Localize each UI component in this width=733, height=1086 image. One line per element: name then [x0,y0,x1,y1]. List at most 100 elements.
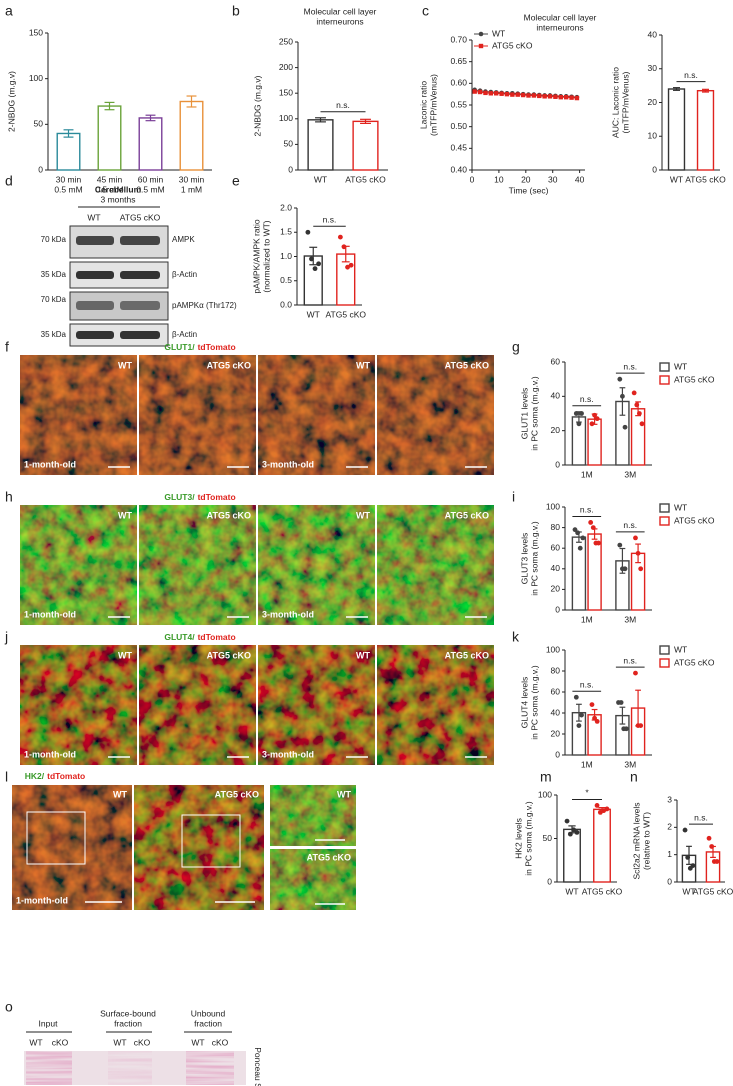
lane-label: cKO [134,1037,151,1047]
image-label: ATG5 cKO [207,510,251,520]
legend-label: ATG5 cKO [674,657,715,667]
bar [587,533,602,611]
size-marker: 35 kDa [41,270,67,279]
data-point [494,91,499,96]
x-tick-label: 10 [494,174,504,184]
data-point [553,94,558,99]
x-tick-label: ATG5 cKO [685,174,726,184]
y-tick-label: 0 [555,604,560,614]
x-tick-label: 3M [624,614,636,624]
bar [138,117,163,171]
significance-label: n.s. [580,680,594,690]
data-point [488,91,494,96]
legend-label: WT [492,28,505,38]
legend-label: ATG5 cKO [492,40,533,50]
data-point [594,803,600,808]
stain-red: tdTomato [198,632,236,642]
y-tick-label: 40 [551,707,561,717]
data-point [622,424,628,430]
y-axis-label: GLUT4 levels [519,677,529,729]
x-tick-label: 1M [581,614,593,624]
stain-title: GLUT3/tdTomato [164,492,235,502]
stain-label: Ponceau S [253,1047,263,1086]
data-point [526,93,531,98]
legend-marker [478,31,484,37]
lane [108,1051,152,1085]
data-point [682,827,688,833]
significance-label: n.s. [623,520,637,530]
x-tick-label: 45 min [97,174,123,184]
bar [667,88,686,171]
stain-green: HK2/ [25,771,45,781]
band [120,236,160,245]
y-tick-label: 0 [288,164,293,174]
lane-label: cKO [52,1037,69,1047]
data-point [588,520,594,525]
y-tick-label: 0 [652,164,657,174]
y-tick-label: 80 [551,522,561,532]
image-label: WT [337,789,351,799]
y-tick-label: 2 [667,822,672,832]
y-tick-label: 100 [279,113,293,123]
x-tick-label: ATG5 cKO [693,886,733,896]
data-point [617,376,623,382]
image-label: WT [356,360,370,370]
y-axis-label: HK2 levels [513,818,523,859]
lane-label: WT [87,212,100,222]
y-axis-label: 2-NBDG (m.g.v) [6,71,16,132]
bar [630,408,646,466]
y-tick-label: 40 [551,391,561,401]
micrograph-texture [139,645,256,765]
fraction-label: fraction [114,1018,142,1028]
y-tick-label: 20 [551,584,561,594]
micrograph-texture [20,355,137,475]
data-point [520,92,526,98]
y-tick-label: 80 [551,665,561,675]
panel-letter: j [4,629,8,645]
significance-label: n.s. [580,505,594,515]
image-label: WT [118,360,132,370]
bar [696,89,715,171]
significance-label: n.s. [623,361,637,371]
legend-swatch [659,645,670,655]
band [76,271,114,279]
data-point [316,261,322,267]
y-tick-label: 1.5 [280,227,292,237]
x-tick-label: 40 [575,174,585,184]
y-tick-label: 50 [34,119,44,129]
y-axis-label: in PC soma (m.g.v.) [523,801,533,876]
y-tick-label: 10 [648,131,658,141]
y-axis-label: (mTFP/mVenus) [428,74,438,136]
image-label: ATG5 cKO [207,650,251,660]
lane-label: cKO [212,1037,229,1047]
panel-letter: h [5,489,13,505]
legend-swatch [659,658,670,668]
significance-label: n.s. [323,215,337,225]
y-tick-label: 50 [543,833,553,843]
x-tick-label: 3M [624,759,636,769]
fraction-label: fraction [194,1018,222,1028]
legend-label: ATG5 cKO [674,374,715,384]
legend-label: WT [674,361,687,371]
data-point [623,726,629,732]
data-point [510,92,515,97]
lane-label: ATG5 cKO [120,212,161,222]
x-tick-label: ATG5 cKO [345,174,386,184]
panel-title: Molecular cell layer [524,12,597,22]
lane [186,1051,234,1085]
y-axis-label: (normalized to WT) [261,220,271,292]
data-point [345,264,350,270]
size-marker: 35 kDa [41,330,67,339]
data-point [574,95,580,101]
data-point [580,535,586,541]
stain-red: tdTomato [198,492,236,502]
y-tick-label: 100 [538,789,552,799]
stain-green: GLUT4/ [164,632,195,642]
inset-box [26,811,86,865]
age-label: 1-month-old [24,459,76,469]
y-tick-label: 20 [551,425,561,435]
data-point [596,540,601,546]
legend-label: WT [674,644,687,654]
panel-letter: b [232,3,240,19]
data-point [515,92,520,97]
